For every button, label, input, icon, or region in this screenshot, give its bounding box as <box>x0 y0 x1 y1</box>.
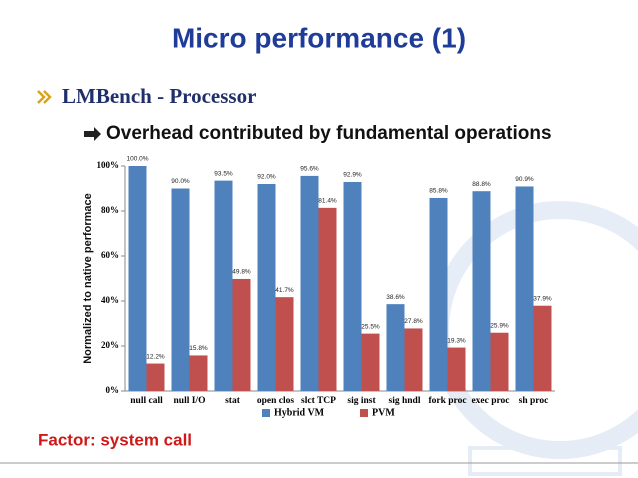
arrow-bullet <box>84 127 101 141</box>
x-tick-label: fork proc <box>428 396 466 406</box>
legend-label: Hybrid VM <box>274 407 325 418</box>
bar <box>275 297 294 391</box>
bar <box>300 175 319 391</box>
x-tick-label: slct TCP <box>301 396 336 406</box>
x-tick-label: sig inst <box>347 396 376 406</box>
bar <box>189 355 208 391</box>
slide-title: Micro performance (1) <box>172 22 466 53</box>
bar <box>533 305 552 391</box>
legend-label: PVM <box>372 407 395 418</box>
value-label: 27.8% <box>404 318 423 325</box>
value-label: 92.0% <box>257 174 276 181</box>
value-label: 93.5% <box>214 170 233 177</box>
bar <box>232 278 251 391</box>
value-label: 25.9% <box>490 322 509 329</box>
value-label: 92.9% <box>343 172 362 179</box>
x-tick-label: open clos <box>257 396 295 406</box>
bar <box>472 191 491 391</box>
bar <box>171 188 190 391</box>
bar <box>361 333 380 391</box>
y-tick-label: 0% <box>106 385 120 395</box>
y-tick-label: 80% <box>101 205 119 215</box>
bar <box>128 166 147 391</box>
x-tick-label: null call <box>130 396 163 406</box>
bar <box>214 180 233 391</box>
y-tick-label: 20% <box>101 340 119 350</box>
y-tick-label: 60% <box>101 250 119 260</box>
value-label: 12.2% <box>146 353 165 360</box>
value-label: 49.8% <box>232 269 251 276</box>
value-label: 37.9% <box>533 295 552 302</box>
value-label: 90.0% <box>171 178 190 185</box>
legend-swatch <box>360 409 368 417</box>
value-label: 15.8% <box>189 345 208 352</box>
bar <box>404 328 423 391</box>
x-tick-label: null I/O <box>174 396 206 406</box>
y-axis-label: Normalized to native performace <box>82 193 94 364</box>
bar <box>146 363 165 391</box>
footer-note: Factor: system call <box>38 430 192 449</box>
bar <box>447 347 466 391</box>
value-label: 81.4% <box>318 198 337 205</box>
bullet <box>37 90 52 104</box>
bar <box>257 184 276 391</box>
value-label: 41.7% <box>275 287 294 294</box>
legend-swatch <box>262 409 270 417</box>
bar <box>490 332 509 391</box>
value-label: 88.8% <box>472 181 491 188</box>
bar <box>343 181 362 391</box>
bar <box>318 207 337 391</box>
value-label: 19.3% <box>447 337 466 344</box>
x-tick-label: sig hndl <box>389 396 421 406</box>
bar <box>386 304 405 391</box>
y-tick-label: 40% <box>101 295 119 305</box>
value-label: 95.6% <box>300 166 319 173</box>
x-tick-label: stat <box>225 396 241 406</box>
x-tick-label: exec proc <box>471 396 509 406</box>
y-tick-label: 100% <box>97 160 120 170</box>
heading: LMBench - Processor <box>62 84 256 108</box>
value-label: 85.8% <box>429 188 448 195</box>
bar <box>515 186 534 391</box>
x-tick-label: sh proc <box>519 396 549 406</box>
bar <box>429 197 448 391</box>
value-label: 100.0% <box>126 156 148 163</box>
subheading: Overhead contributed by fundamental oper… <box>106 123 552 144</box>
value-label: 90.9% <box>515 176 534 183</box>
value-label: 25.5% <box>361 323 380 330</box>
value-label: 38.6% <box>386 294 405 301</box>
